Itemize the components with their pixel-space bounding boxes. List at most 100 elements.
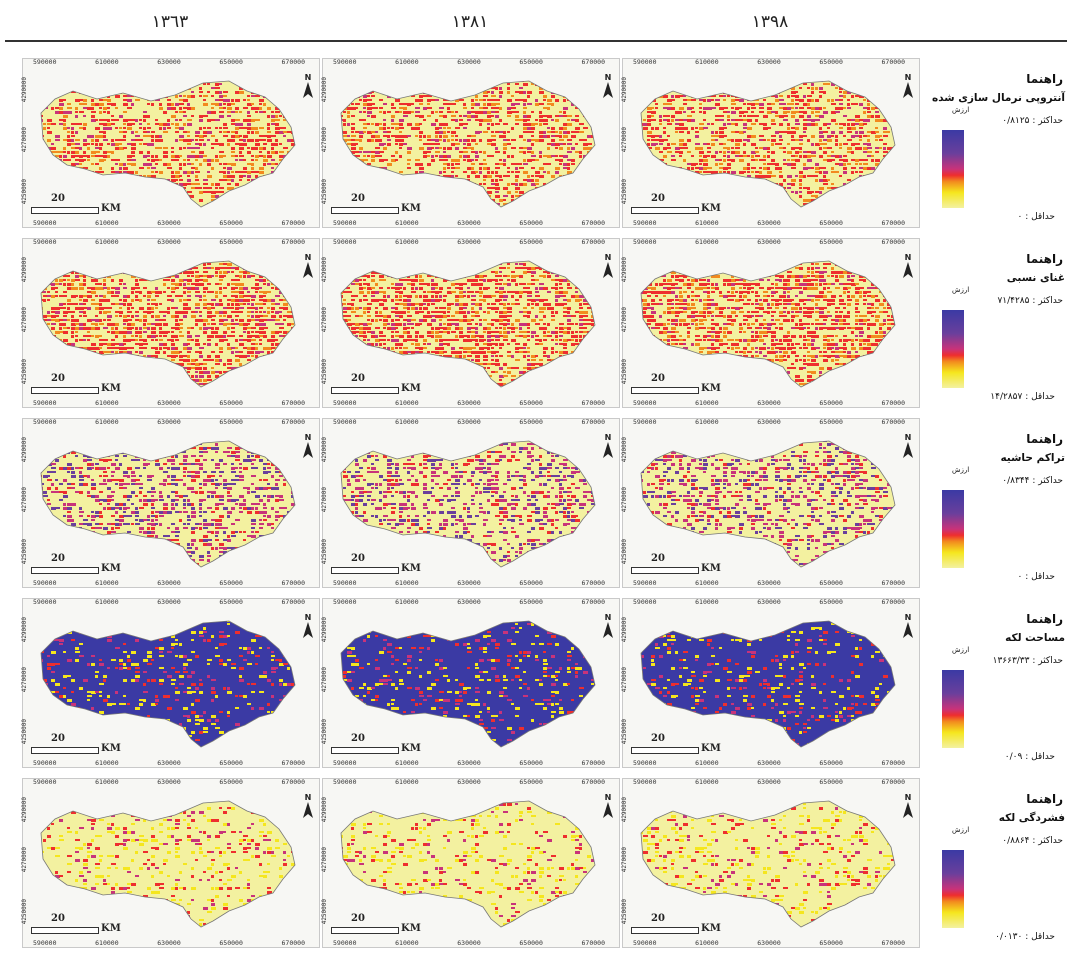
scale-bar: 20 KM [631,553,741,577]
y-tick-label: 4250000 [621,179,628,205]
scale-unit: KM [101,383,121,394]
north-arrow-icon: N [301,433,315,462]
x-tick-label: 630000 [457,399,481,407]
x-tick-label: 650000 [219,238,243,246]
scale-unit: KM [701,923,721,934]
scale-bar-graphic [331,567,399,574]
x-tick-label: 590000 [333,399,357,407]
y-tick-label: 4290000 [621,617,628,643]
x-tick-label: 610000 [695,598,719,606]
y-tick-label: 4290000 [321,77,328,103]
y-tick-label: 4250000 [321,539,328,565]
map-panel: 590000 610000 630000 650000 670000 590000 6100… [621,238,920,408]
y-tick-label: 4250000 [21,899,28,925]
x-tick-label: 670000 [281,579,305,587]
arrow-icon [603,622,613,638]
scale-unit: KM [101,203,121,214]
legend-metric-name: فشردگی لکه [998,812,1065,824]
y-tick-label: 4250000 [621,359,628,385]
x-tick-label: 630000 [757,598,781,606]
y-tick-label: 4290000 [321,617,328,643]
x-tick-label: 630000 [757,219,781,227]
scale-bar-graphic [631,207,699,214]
x-tick-label: 610000 [95,778,119,786]
x-tick-label: 670000 [881,58,905,66]
x-tick-label: 630000 [157,598,181,606]
scale-bar-graphic [31,927,99,934]
x-tick-label: 630000 [757,418,781,426]
x-tick-label: 650000 [519,598,543,606]
x-tick-label: 630000 [457,58,481,66]
x-tick-label: 590000 [333,778,357,786]
x-tick-label: 590000 [333,579,357,587]
y-tick-label: 4270000 [321,667,328,693]
x-axis-ticks-top: 590000 610000 630000 650000 670000 [333,598,605,607]
scale-bar-graphic [31,387,99,394]
arrow-icon [903,82,913,98]
x-tick-label: 610000 [695,939,719,947]
x-tick-label: 610000 [395,759,419,767]
x-tick-label: 670000 [281,238,305,246]
x-tick-label: 670000 [881,418,905,426]
x-axis-ticks-bottom: 590000 610000 630000 650000 670000 [333,939,605,948]
scale-bar: 20 KM [331,553,441,577]
y-tick-label: 4290000 [21,617,28,643]
x-tick-label: 650000 [519,759,543,767]
x-tick-label: 590000 [33,579,57,587]
north-label: N [604,433,612,442]
watershed-map [340,260,596,388]
map-panel: 590000 610000 630000 650000 670000 590000 6100… [621,58,920,228]
watershed-map [340,80,596,208]
x-tick-label: 670000 [881,579,905,587]
x-tick-label: 630000 [457,418,481,426]
x-tick-label: 590000 [633,579,657,587]
scale-unit: KM [701,563,721,574]
scale-bar-graphic [31,567,99,574]
x-axis-ticks-top: 590000 610000 630000 650000 670000 [333,778,605,787]
y-tick-label: 4270000 [21,667,28,693]
scale-unit: KM [101,743,121,754]
x-tick-label: 610000 [695,579,719,587]
legend-title: راهنما [1026,612,1063,626]
x-axis-ticks-bottom: 590000 610000 630000 650000 670000 [333,579,605,588]
scale-number: 20 [351,913,365,924]
x-tick-label: 670000 [281,598,305,606]
year-label-1398: ١٣٩٨ [751,12,789,32]
x-tick-label: 650000 [819,238,843,246]
arrow-icon [303,442,313,458]
x-tick-label: 590000 [633,598,657,606]
x-tick-label: 650000 [519,418,543,426]
north-label: N [904,433,912,442]
x-axis-ticks-top: 590000 610000 630000 650000 670000 [333,58,605,67]
y-tick-label: 4290000 [621,257,628,283]
color-ramp [942,130,964,208]
x-tick-label: 590000 [33,418,57,426]
y-tick-label: 4250000 [621,719,628,745]
north-arrow-icon: N [301,793,315,822]
x-tick-label: 630000 [157,418,181,426]
x-tick-label: 590000 [33,598,57,606]
x-tick-label: 610000 [695,418,719,426]
legend-title: راهنما [1026,252,1063,266]
y-tick-label: 4250000 [321,899,328,925]
map-panel: 590000 610000 630000 650000 670000 590000 6100… [21,598,320,768]
color-ramp [942,490,964,568]
x-tick-label: 630000 [457,939,481,947]
x-tick-label: 670000 [881,778,905,786]
scale-bar: 20 KM [31,553,141,577]
scale-bar-graphic [31,207,99,214]
x-tick-label: 630000 [757,759,781,767]
scale-bar-graphic [31,747,99,754]
map-panel: 590000 610000 630000 650000 670000 590000 6100… [21,238,320,408]
north-label: N [304,73,312,82]
x-tick-label: 630000 [157,778,181,786]
x-tick-label: 590000 [633,778,657,786]
x-tick-label: 610000 [95,238,119,246]
x-axis-ticks-bottom: 590000 610000 630000 650000 670000 [633,219,905,228]
scale-number: 20 [351,733,365,744]
arrow-icon [903,262,913,278]
legend-value-label: ارزش [952,286,970,294]
scale-bar-graphic [631,747,699,754]
x-tick-label: 610000 [95,598,119,606]
x-tick-label: 650000 [519,939,543,947]
